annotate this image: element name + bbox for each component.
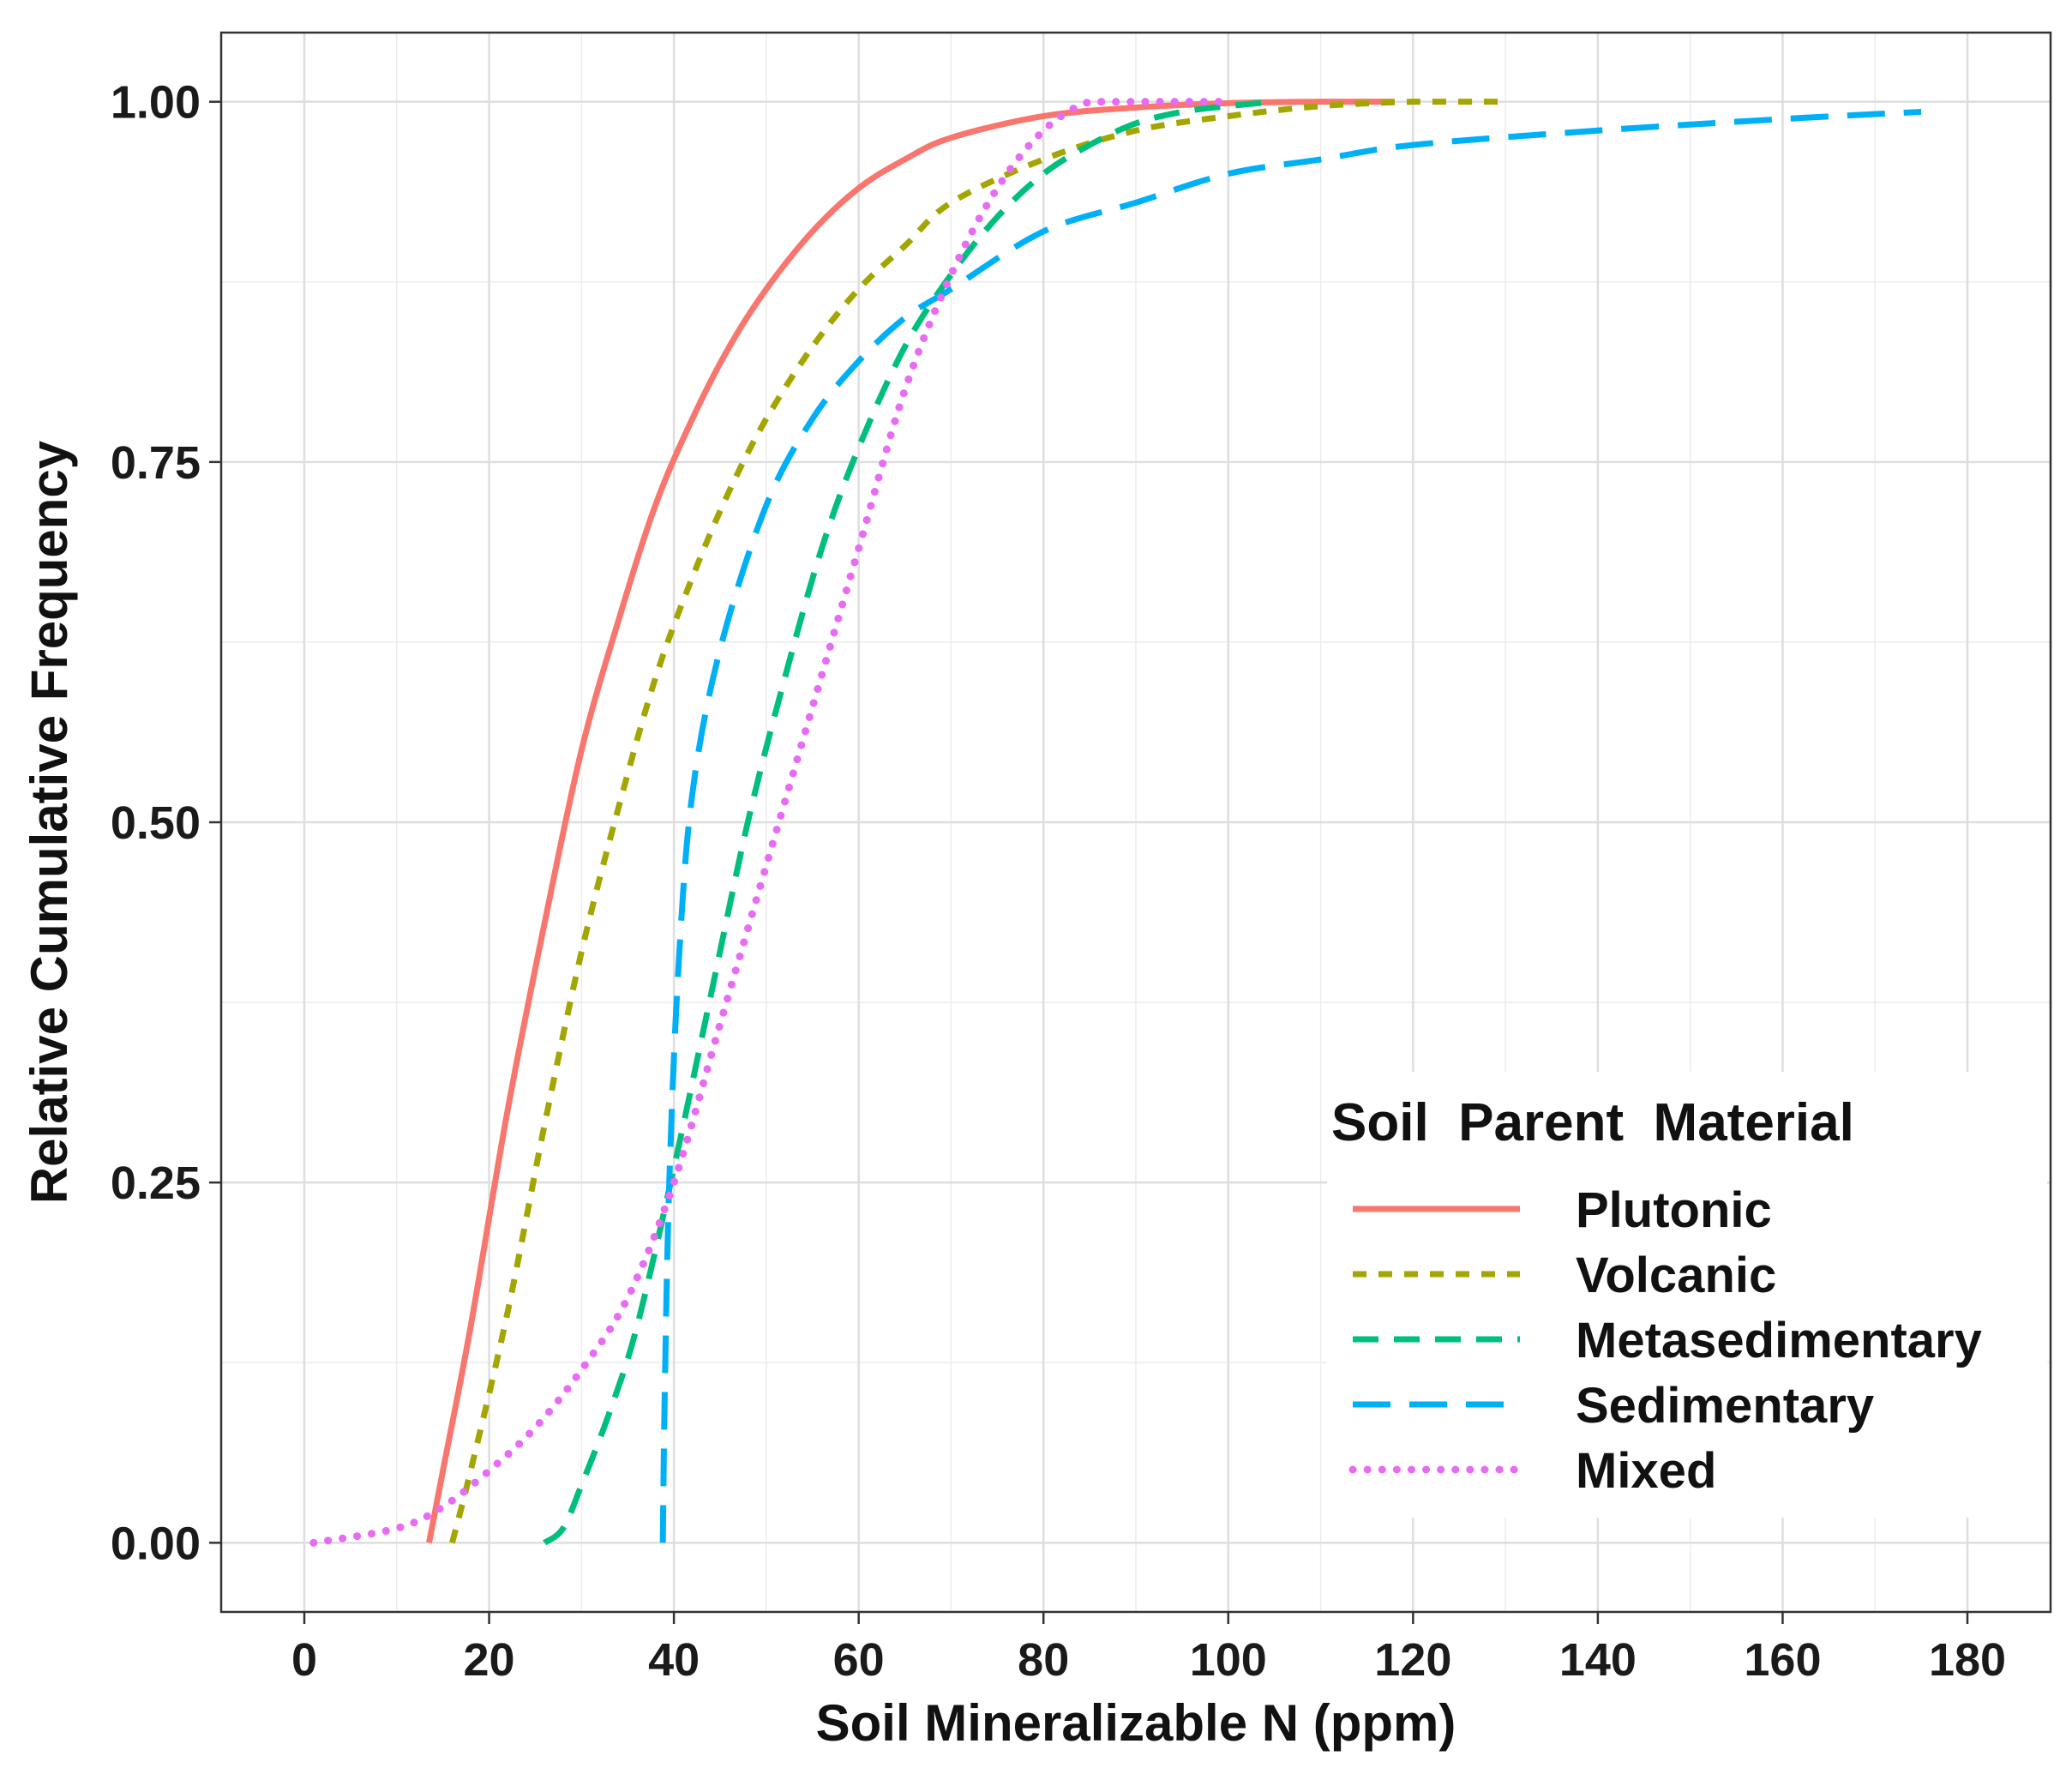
x-tick-label: 100 bbox=[1190, 1634, 1267, 1686]
legend-label-metasedimentary: Metasedimentary bbox=[1576, 1313, 1982, 1368]
series-lines bbox=[309, 98, 1922, 1547]
x-tick-label: 80 bbox=[1018, 1634, 1069, 1686]
x-tick-label: 40 bbox=[648, 1634, 700, 1686]
series-line-sedimentary bbox=[659, 108, 1922, 1543]
y-axis-ticks: 0.00 0.25 0.50 0.75 1.00 bbox=[111, 77, 221, 1569]
series-line-mixed bbox=[309, 98, 1233, 1547]
y-tick-label: 0.00 bbox=[111, 1518, 201, 1569]
x-tick-label: 140 bbox=[1559, 1634, 1637, 1686]
y-axis-title: Relative Cumulative Frequency bbox=[21, 440, 78, 1204]
series-line-plutonic bbox=[426, 99, 1395, 1543]
legend-label-plutonic: Plutonic bbox=[1576, 1182, 1772, 1238]
x-tick-label: 120 bbox=[1374, 1634, 1451, 1686]
legend-label-mixed: Mixed bbox=[1576, 1443, 1716, 1499]
series-line-volcanic bbox=[449, 99, 1506, 1544]
y-tick-label: 0.50 bbox=[111, 797, 201, 849]
x-axis-ticks: 0 20 40 60 80 100 120 140 160 180 bbox=[291, 1612, 2006, 1686]
legend-items: Plutonic Volcanic Metasedimentary Sedimenta… bbox=[1348, 1182, 1982, 1499]
legend-label-volcanic: Volcanic bbox=[1576, 1248, 1776, 1303]
legend-background bbox=[1327, 1072, 2047, 1518]
x-tick-label: 180 bbox=[1929, 1634, 2006, 1686]
y-tick-label: 0.75 bbox=[111, 437, 201, 489]
x-tick-label: 0 bbox=[291, 1634, 317, 1686]
legend: Soil Parent Material Plutonic Volcanic Met… bbox=[1327, 1072, 2047, 1518]
y-tick-label: 0.25 bbox=[111, 1158, 201, 1209]
legend-title: Soil Parent Material bbox=[1331, 1093, 1854, 1152]
series-line-metasedimentary bbox=[543, 99, 1275, 1546]
x-tick-label: 20 bbox=[464, 1634, 515, 1686]
y-tick-label: 1.00 bbox=[111, 77, 201, 129]
legend-label-sedimentary: Sedimentary bbox=[1576, 1378, 1874, 1434]
x-tick-label: 160 bbox=[1744, 1634, 1821, 1686]
x-axis-title: Soil Mineralizable N (ppm) bbox=[816, 1694, 1456, 1752]
x-tick-label: 60 bbox=[833, 1634, 885, 1686]
